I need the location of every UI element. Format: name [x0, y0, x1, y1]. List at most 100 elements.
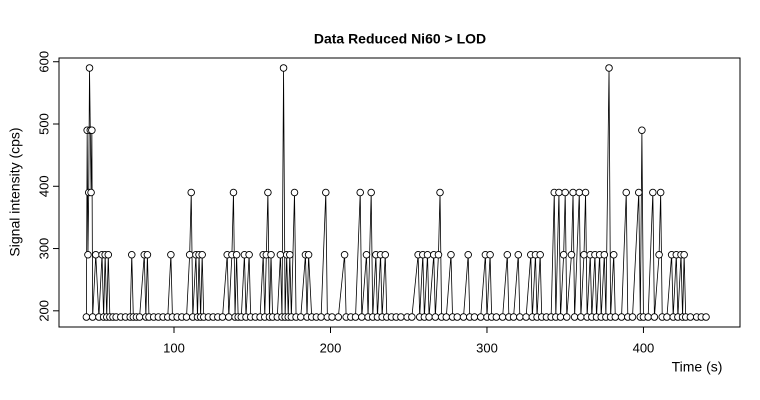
- data-point: [663, 313, 671, 321]
- data-point: [362, 251, 371, 259]
- data-point: [229, 188, 238, 197]
- data-point: [322, 188, 330, 197]
- data-point: [600, 251, 609, 259]
- data-point: [143, 251, 152, 259]
- data-point: [104, 251, 113, 259]
- data-point: [87, 188, 95, 197]
- data-point: [317, 313, 325, 321]
- data-point: [486, 251, 494, 259]
- data-point: [559, 251, 568, 259]
- x-tick-label: 400: [633, 340, 655, 355]
- data-point: [128, 251, 136, 259]
- data-point: [187, 188, 195, 197]
- y-axis-label: Signal intensity (cps): [7, 127, 23, 256]
- data-point: [225, 313, 233, 321]
- data-point: [182, 313, 191, 321]
- data-point: [232, 251, 241, 259]
- data-point: [617, 313, 626, 321]
- data-point: [185, 251, 194, 259]
- y-tick-label: 400: [36, 175, 51, 197]
- data-point: [334, 313, 343, 321]
- data-point: [536, 251, 544, 259]
- data-point: [581, 188, 590, 197]
- data-point: [167, 251, 175, 259]
- x-tick-label: 200: [320, 340, 342, 355]
- plot-frame: [58, 57, 741, 328]
- data-point: [434, 251, 443, 259]
- data-point: [286, 251, 294, 259]
- data-point: [264, 188, 272, 197]
- data-point: [516, 313, 524, 321]
- data-point: [290, 188, 299, 197]
- data-point: [561, 188, 569, 197]
- data-point: [328, 313, 336, 321]
- data-point: [702, 313, 710, 321]
- data-point: [198, 251, 206, 259]
- data-point: [580, 251, 588, 259]
- data-point: [297, 313, 305, 321]
- x-tick-label: 100: [163, 340, 185, 355]
- data-point: [503, 251, 512, 259]
- series-line: [85, 67, 707, 318]
- data-point: [218, 313, 227, 321]
- y-tick-label: 600: [36, 51, 51, 73]
- y-tick-label: 500: [36, 113, 51, 135]
- data-point: [522, 313, 530, 321]
- data-point: [470, 313, 479, 321]
- x-axis-label: Time (s): [672, 359, 723, 375]
- data-point: [276, 251, 285, 259]
- data-point: [82, 313, 91, 321]
- data-point: [649, 188, 657, 197]
- data-point: [459, 313, 468, 321]
- data-point: [563, 313, 571, 321]
- data-point: [367, 188, 375, 197]
- data-point: [514, 251, 523, 259]
- data-point: [425, 313, 433, 321]
- data-point: [635, 188, 643, 197]
- data-point: [279, 64, 288, 72]
- data-point: [492, 313, 501, 321]
- data-point: [509, 313, 518, 321]
- data-point: [245, 251, 253, 259]
- data-point: [498, 313, 507, 321]
- data-point: [575, 188, 584, 197]
- data-point: [567, 251, 576, 259]
- data-point: [644, 313, 652, 321]
- data-point: [356, 188, 364, 197]
- y-tick-label: 200: [36, 300, 51, 322]
- data-point: [431, 313, 440, 321]
- data-point: [436, 188, 444, 197]
- x-tick-label: 300: [476, 340, 498, 355]
- data-point: [650, 313, 659, 321]
- data-point: [555, 188, 563, 197]
- data-point: [85, 64, 94, 72]
- data-point: [655, 251, 663, 259]
- y-tick-label: 300: [36, 238, 51, 260]
- data-point: [605, 64, 613, 72]
- data-point: [570, 313, 579, 321]
- data-point: [628, 313, 637, 321]
- data-point: [340, 251, 349, 259]
- data-point: [453, 313, 461, 321]
- data-point: [88, 126, 96, 134]
- data-point: [84, 251, 92, 259]
- data-point: [638, 126, 646, 134]
- data-point: [622, 188, 630, 197]
- data-point: [569, 188, 577, 197]
- data-point: [680, 251, 688, 259]
- data-point: [686, 313, 695, 321]
- data-point: [577, 313, 585, 321]
- data-point: [556, 313, 565, 321]
- data-point: [464, 251, 472, 259]
- data-point: [381, 251, 390, 259]
- data-point: [358, 313, 366, 321]
- data-point: [92, 251, 100, 259]
- data-point: [611, 313, 620, 321]
- data-point: [656, 188, 665, 197]
- data-point: [408, 313, 416, 321]
- data-point: [304, 251, 313, 259]
- data-point: [442, 313, 451, 321]
- data-point: [351, 313, 360, 321]
